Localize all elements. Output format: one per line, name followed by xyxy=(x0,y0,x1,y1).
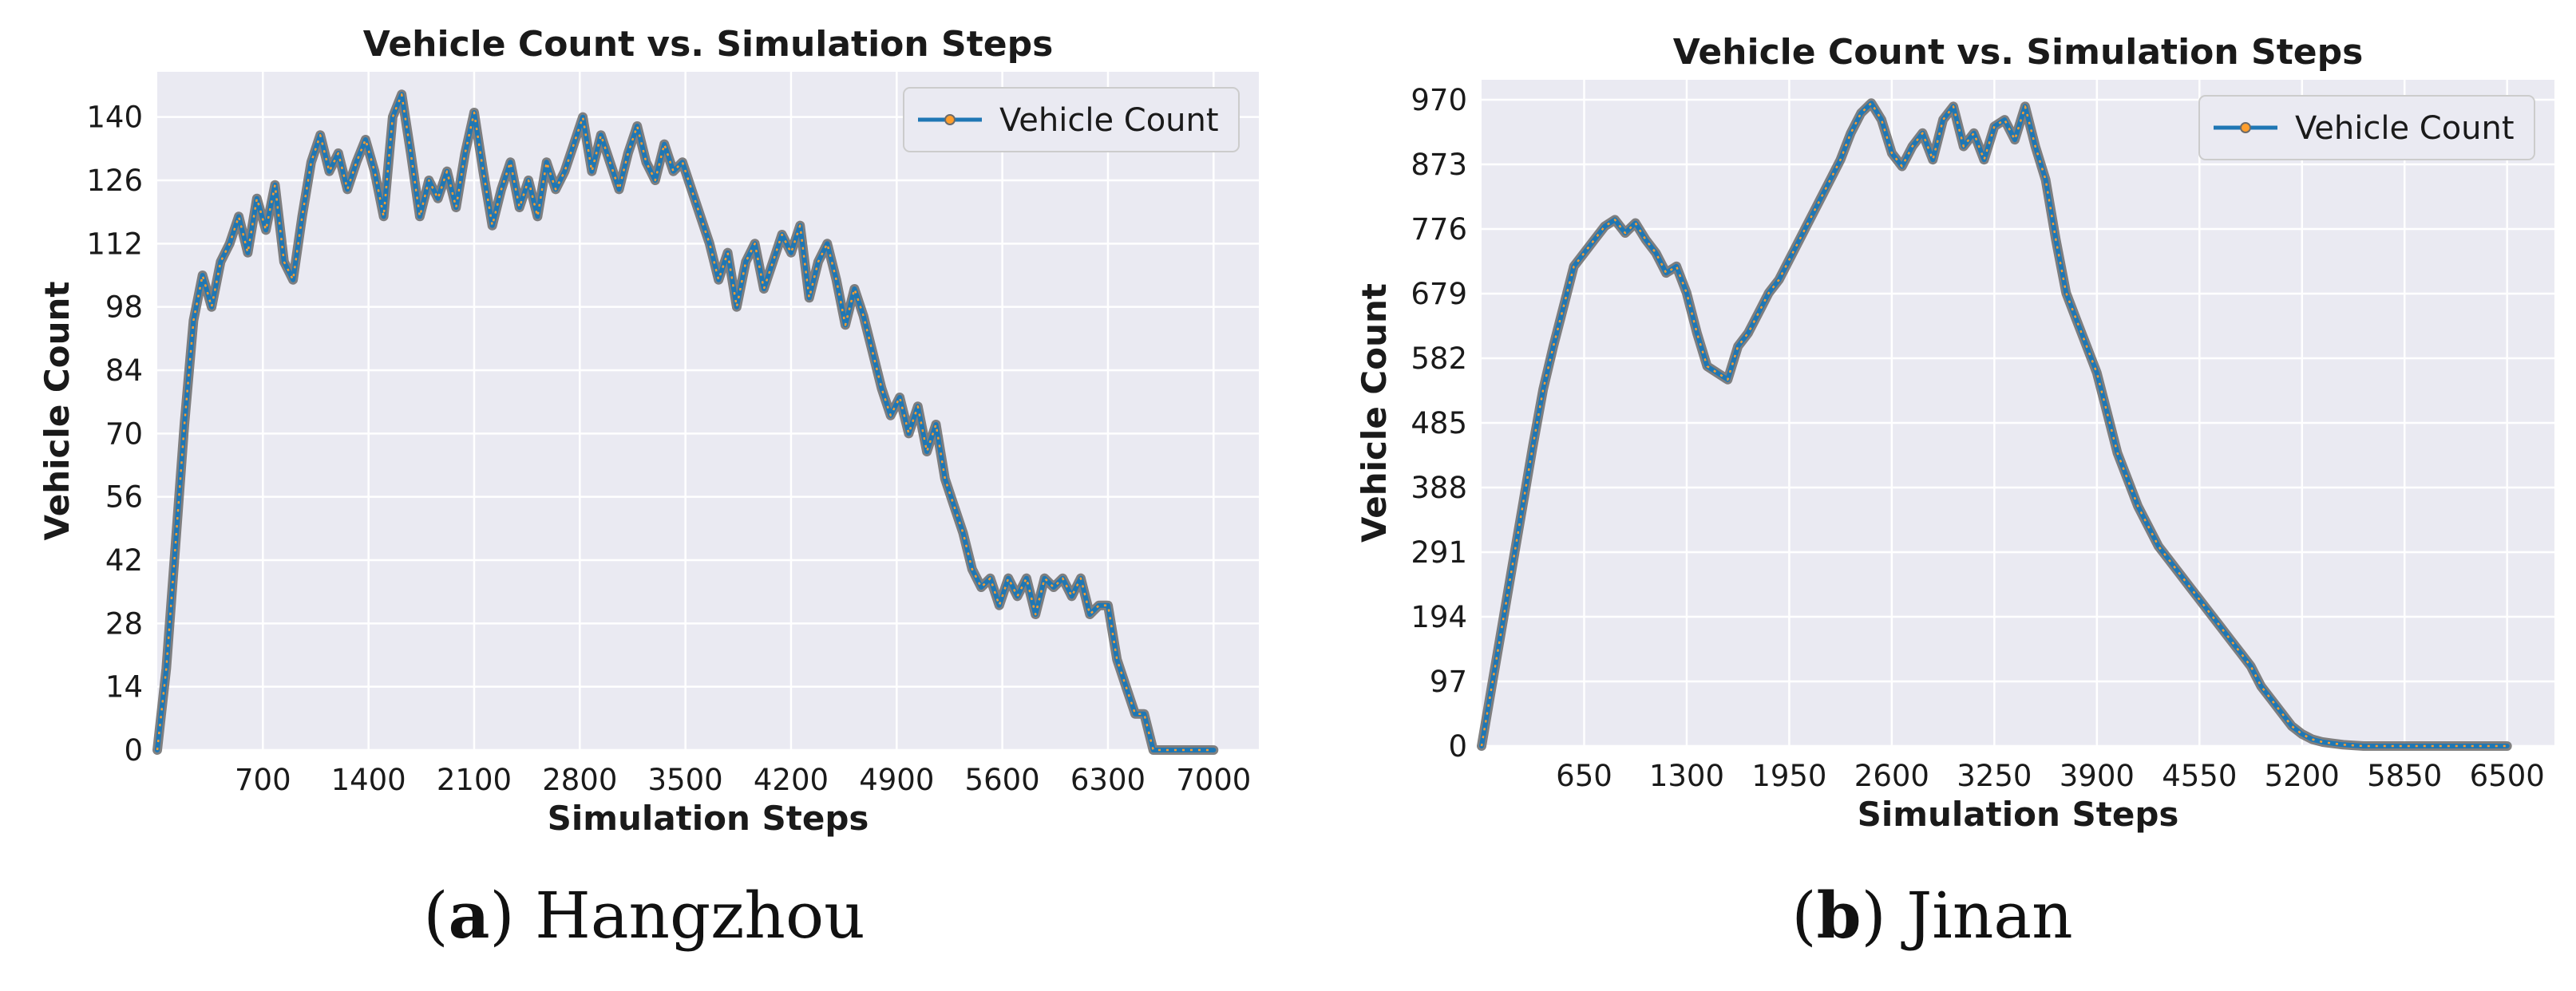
x-tick-label: 6300 xyxy=(1070,763,1146,797)
plot-area xyxy=(1482,80,2554,746)
line-chart-jinan: 0 97 194 291 388 485 582 679 776 873 970 650 1300 195… xyxy=(1355,32,2554,834)
y-tick-label: 582 xyxy=(1411,342,1467,376)
line-chart-hangzhou: 0 14 28 42 56 70 84 98 112 126 140 700 1400 2100 2800 3… xyxy=(38,24,1259,838)
y-tick-label: 14 xyxy=(105,670,143,705)
y-tick-label: 679 xyxy=(1411,277,1467,311)
x-tick-label: 1950 xyxy=(1751,759,1826,793)
y-tick-label: 97 xyxy=(1430,665,1467,699)
y-tick-label: 970 xyxy=(1411,83,1467,117)
y-tick-label: 194 xyxy=(1411,600,1467,634)
y-tick-label: 56 xyxy=(105,480,143,515)
x-tick-label: 650 xyxy=(1556,759,1612,793)
caption-city: Hangzhou xyxy=(514,878,865,953)
y-tick-label: 28 xyxy=(105,606,143,641)
y-tick-label: 776 xyxy=(1411,212,1467,247)
y-tick-label: 873 xyxy=(1411,148,1467,182)
legend-marker-swatch xyxy=(944,114,956,125)
y-tick-label: 42 xyxy=(105,543,143,578)
y-tick-label: 84 xyxy=(105,353,143,388)
y-tick-label: 112 xyxy=(86,227,143,261)
caption-hangzhou: (a) Hangzhou xyxy=(0,878,1288,953)
y-tick-label: 388 xyxy=(1411,471,1467,505)
x-tick-label: 6500 xyxy=(2470,759,2545,793)
x-tick-label: 5600 xyxy=(965,763,1040,797)
legend: Vehicle Count xyxy=(903,87,1240,152)
caption-close-paren: ) xyxy=(489,878,515,953)
x-tick-label: 3250 xyxy=(1957,759,2032,793)
caption-close-paren: ) xyxy=(1861,878,1886,953)
x-tick-label: 1300 xyxy=(1649,759,1724,793)
x-tick-label: 4900 xyxy=(859,763,934,797)
y-tick-label: 485 xyxy=(1411,406,1467,440)
y-axis-label: Vehicle Count xyxy=(1355,283,1394,543)
y-axis-label: Vehicle Count xyxy=(38,282,77,541)
x-tick-label: 4200 xyxy=(754,763,829,797)
y-tick-label: 0 xyxy=(1448,729,1467,764)
x-tick-label: 2100 xyxy=(437,763,512,797)
x-tick-label: 3900 xyxy=(2060,759,2135,793)
x-tick-label: 1400 xyxy=(331,763,406,797)
legend-box xyxy=(903,87,1240,152)
chart-panel-hangzhou: 0 14 28 42 56 70 84 98 112 126 140 700 1400 2100 2800 3… xyxy=(0,24,1288,953)
y-tick-label: 98 xyxy=(105,290,143,325)
x-tick-label: 700 xyxy=(235,763,291,797)
legend-marker-swatch xyxy=(2240,122,2251,133)
x-tick-label: 7000 xyxy=(1176,763,1251,797)
caption-city: Jinan xyxy=(1886,878,2073,953)
x-tick-label: 5850 xyxy=(2367,759,2442,793)
plot-area xyxy=(157,72,1259,750)
caption-jinan: (b) Jinan xyxy=(1288,878,2576,953)
legend-label: Vehicle Count xyxy=(999,102,1219,139)
x-tick-label: 3500 xyxy=(648,763,723,797)
x-axis-label: Simulation Steps xyxy=(548,799,869,838)
series-line xyxy=(155,92,1217,752)
caption-letter: b xyxy=(1816,878,1862,953)
chart-panel-jinan: 0 97 194 291 388 485 582 679 776 873 970 650 1300 195… xyxy=(1288,0,2576,991)
y-tick-label: 140 xyxy=(86,101,143,135)
x-tick-label: 2800 xyxy=(542,763,617,797)
y-tick-label: 291 xyxy=(1411,535,1467,570)
legend-label: Vehicle Count xyxy=(2295,110,2515,147)
legend: Vehicle Count xyxy=(2198,95,2535,160)
y-tick-label: 126 xyxy=(86,164,143,198)
x-axis-label: Simulation Steps xyxy=(1858,795,2179,834)
chart-title: Vehicle Count vs. Simulation Steps xyxy=(1673,32,2364,73)
x-tick-label: 2600 xyxy=(1854,759,1929,793)
x-tick-label: 4550 xyxy=(2162,759,2237,793)
y-tick-label: 70 xyxy=(105,417,143,451)
y-tick-label: 0 xyxy=(124,733,143,768)
caption-open-paren: ( xyxy=(423,878,449,953)
chart-title: Vehicle Count vs. Simulation Steps xyxy=(363,24,1054,65)
caption-open-paren: ( xyxy=(1791,878,1817,953)
legend-box xyxy=(2198,95,2535,160)
x-tick-label: 5200 xyxy=(2265,759,2340,793)
series-markers xyxy=(1480,101,2507,748)
caption-letter: a xyxy=(448,878,490,953)
